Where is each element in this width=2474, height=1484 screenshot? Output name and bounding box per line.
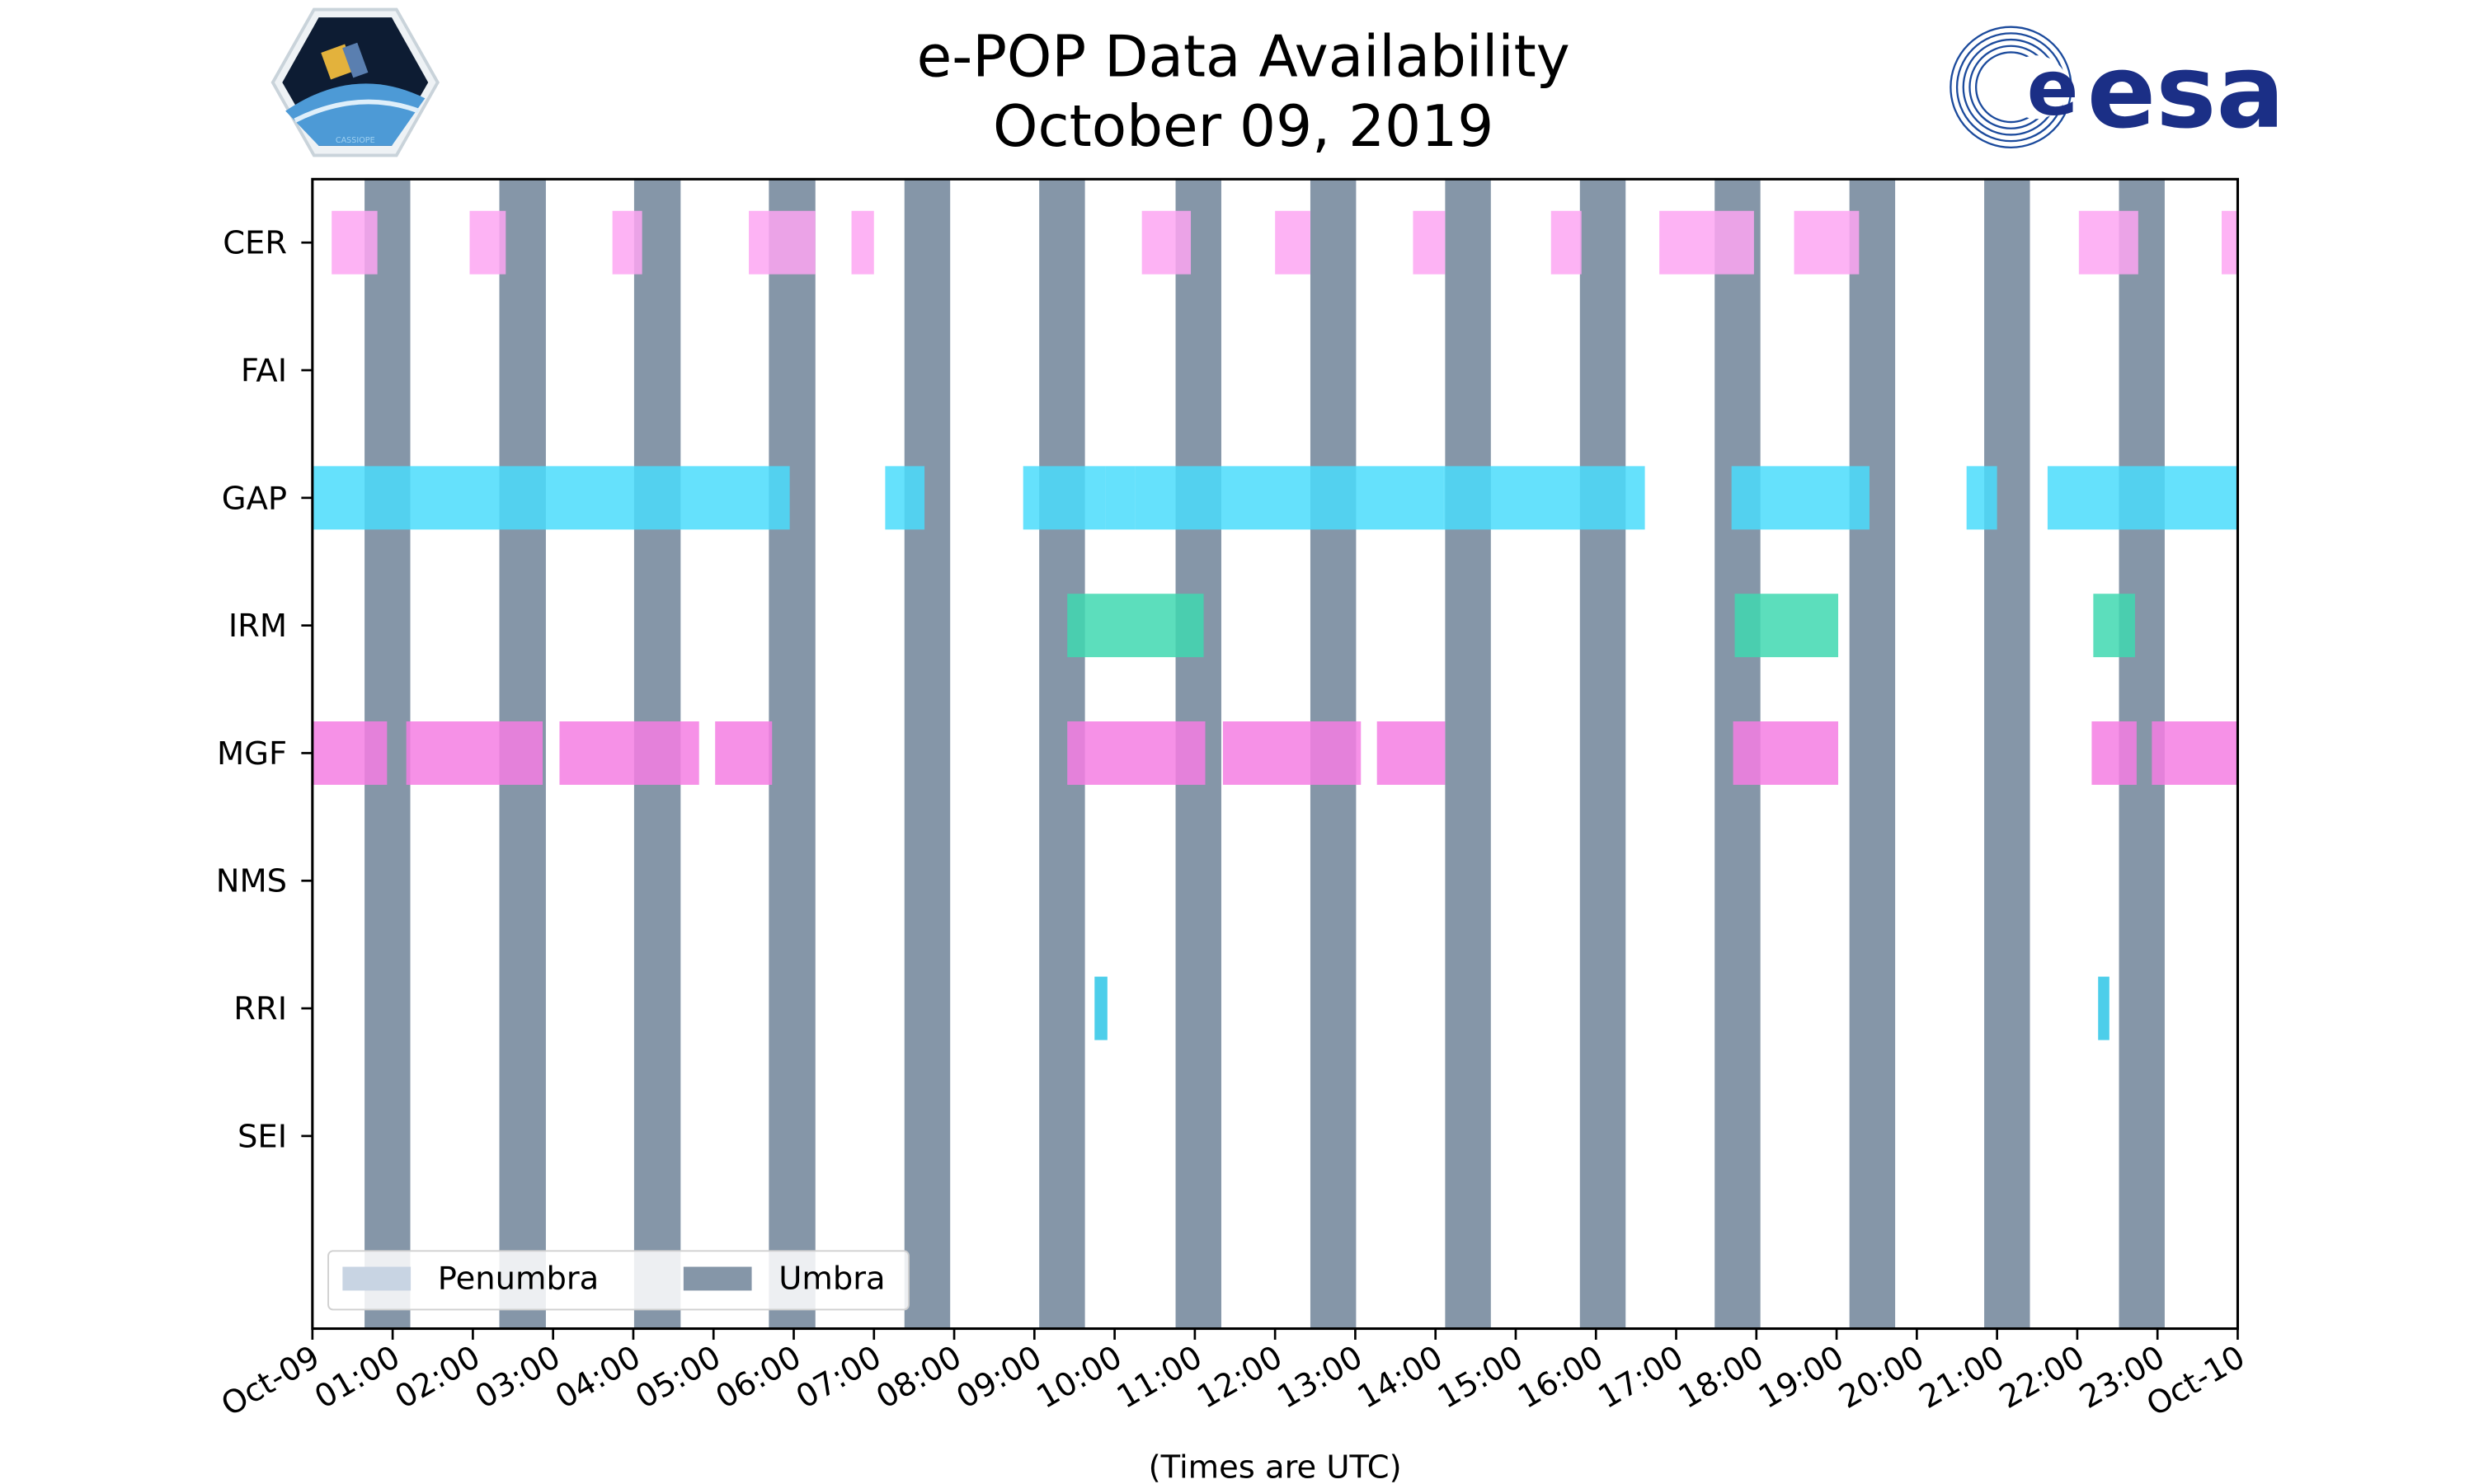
esa-logo-e: e [2027, 43, 2079, 132]
x-tick-label: 03:00 [469, 1339, 567, 1416]
x-tick-label: 22:00 [1993, 1339, 2091, 1416]
bar-cer [851, 210, 874, 275]
x-tick-label: 17:00 [1592, 1339, 1690, 1416]
bar-cer [1659, 210, 1754, 275]
umbra-band [1849, 179, 1896, 1329]
x-tick-label: 16:00 [1512, 1339, 1609, 1416]
instrument-bars [312, 210, 2238, 1040]
bar-gap [1731, 466, 1870, 530]
bar-irm [1734, 594, 1839, 658]
bar-cer [1794, 210, 1860, 275]
bar-mgf [1376, 721, 1446, 785]
umbra-band [904, 179, 951, 1329]
bar-mgf [2091, 721, 2137, 785]
umbra-band [1984, 179, 2030, 1329]
bar-mgf [1067, 721, 1206, 785]
cassiope-logo: CASSIOPE [270, 7, 440, 157]
bar-mgf [715, 721, 773, 785]
bar-cer [1550, 210, 1582, 275]
bar-cer [332, 210, 378, 275]
umbra-band [1445, 179, 1491, 1329]
chart-subtitle: October 09, 2019 [993, 94, 1493, 160]
cassiope-logo-text: CASSIOPE [336, 136, 375, 145]
y-tick-label: IRM [228, 608, 287, 645]
bar-gap [2047, 466, 2238, 530]
plot-frame [311, 177, 2239, 1331]
bar-cer [2078, 210, 2138, 275]
legend-box [327, 1250, 910, 1311]
x-tick-label: 14:00 [1352, 1339, 1449, 1416]
legend-penumbra-swatch [342, 1266, 412, 1291]
x-tick-label: 21:00 [1913, 1339, 2011, 1416]
x-tick-label: 12:00 [1191, 1339, 1288, 1416]
bar-rri [1094, 976, 1108, 1040]
bar-mgf [312, 721, 388, 785]
legend: Penumbra Umbra [327, 1250, 910, 1311]
chart-title: e-POP Data Availability [917, 24, 1570, 90]
x-tick-label: 04:00 [549, 1339, 647, 1416]
legend-umbra-label: Umbra [778, 1260, 885, 1297]
bar-cer [1275, 210, 1310, 275]
bar-gap [1443, 466, 1645, 530]
x-tick-label: 09:00 [950, 1339, 1047, 1416]
umbra-band [769, 179, 816, 1329]
y-tick-label: MGF [217, 735, 287, 773]
x-tick-label: 20:00 [1832, 1339, 1930, 1416]
x-tick-label: 05:00 [629, 1339, 727, 1416]
x-tick-label: 13:00 [1271, 1339, 1368, 1416]
y-axis: CER FAI GAP IRM MGF NMS RRI SEI [216, 225, 313, 1155]
x-tick-label: 01:00 [308, 1339, 406, 1416]
x-tick-label: 07:00 [790, 1339, 887, 1416]
bar-gap [1105, 466, 1136, 530]
y-tick-label: SEI [238, 1118, 287, 1155]
bar-mgf [1733, 721, 1839, 785]
esa-logo-text: esa [2087, 34, 2285, 152]
bar-mgf [406, 721, 543, 785]
x-tick-label: 02:00 [388, 1339, 486, 1416]
bar-cer [612, 210, 642, 275]
esa-logo: e esa [1950, 26, 2285, 152]
x-tick-label: 19:00 [1752, 1339, 1850, 1416]
bar-gap [1135, 466, 1444, 530]
x-tick-label: 10:00 [1031, 1339, 1128, 1416]
bar-cer [1141, 210, 1192, 275]
bar-rri [2098, 976, 2109, 1040]
x-tick-label: Oct-09 [215, 1339, 326, 1425]
bar-mgf [2152, 721, 2238, 785]
bar-cer [2222, 210, 2238, 275]
x-tick-label: 18:00 [1672, 1339, 1770, 1416]
x-tick-label: 06:00 [710, 1339, 807, 1416]
bar-cer [469, 210, 506, 275]
bar-gap [885, 466, 925, 530]
y-tick-label: RRI [233, 991, 287, 1028]
y-tick-label: CER [223, 225, 287, 262]
bar-cer [749, 210, 816, 275]
x-tick-label: 15:00 [1432, 1339, 1529, 1416]
bar-irm [1067, 594, 1204, 658]
bar-cer [1413, 210, 1446, 275]
x-axis: Oct-0901:0002:0003:0004:0005:0006:0007:0… [215, 1328, 2251, 1425]
umbra-band [1579, 179, 1626, 1329]
bar-gap [1966, 466, 1997, 530]
bar-gap [1023, 466, 1106, 530]
bar-mgf [1222, 721, 1362, 785]
x-tick-label: 11:00 [1111, 1339, 1208, 1416]
legend-umbra-swatch [683, 1266, 752, 1291]
y-tick-label: GAP [222, 480, 287, 517]
y-tick-label: FAI [241, 353, 287, 390]
x-tick-label: 08:00 [870, 1339, 967, 1416]
bar-mgf [559, 721, 699, 785]
bar-irm [2093, 594, 2135, 658]
x-axis-label: (Times are UTC) [1149, 1449, 1402, 1484]
bar-gap [312, 466, 790, 530]
y-tick-label: NMS [216, 863, 287, 900]
legend-penumbra-label: Penumbra [438, 1260, 599, 1297]
